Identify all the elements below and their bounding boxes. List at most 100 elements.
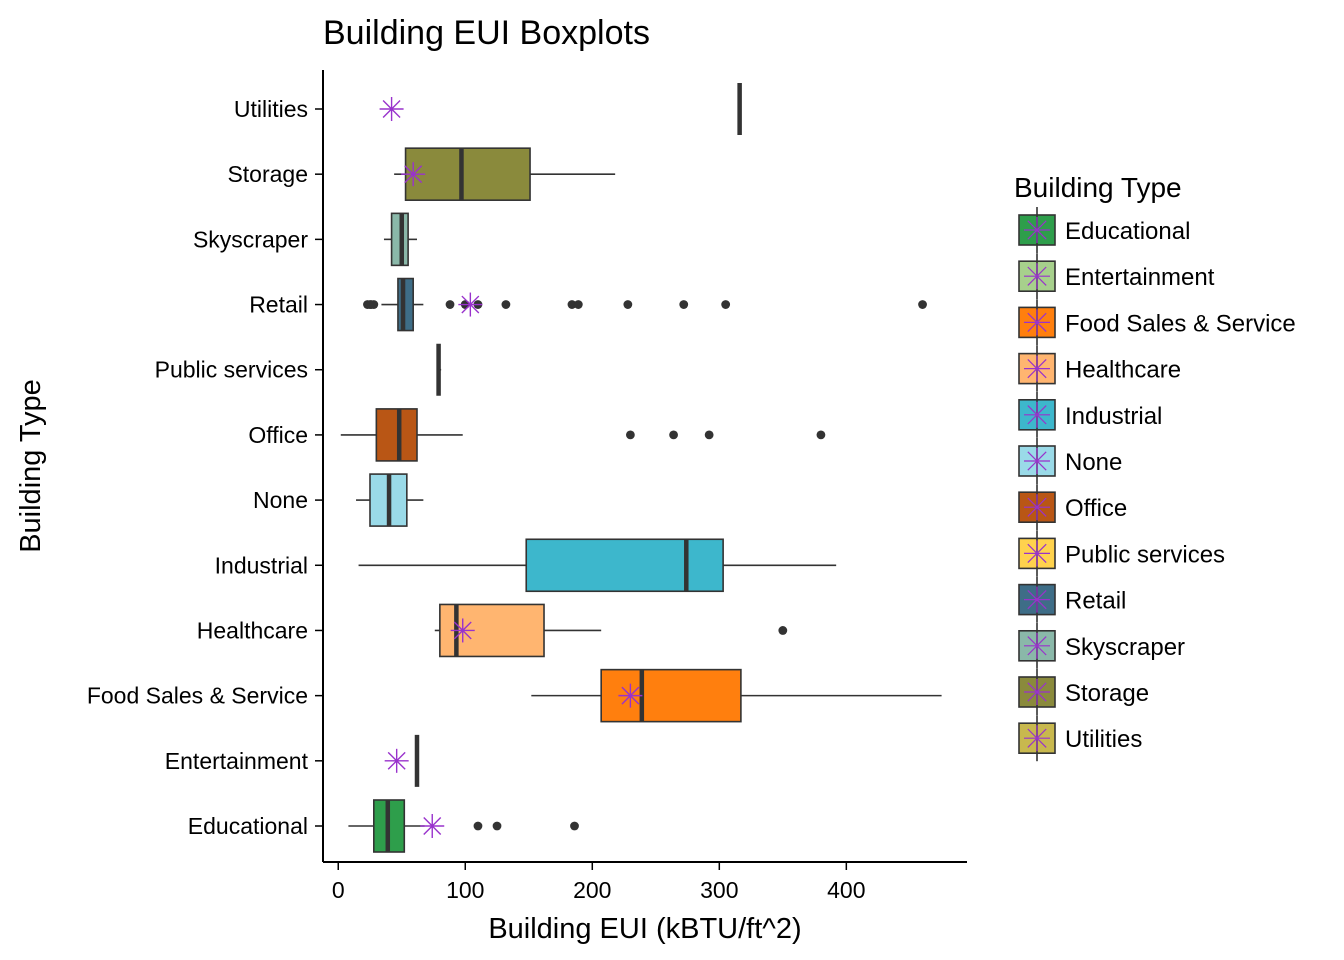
legend-mean-marker-food-sales-and-service [1024,309,1050,336]
plot-area [340,83,942,853]
y-tick-label-educational: Educational [188,813,308,839]
box-none [356,473,424,527]
legend-label-educational: Educational [1065,218,1190,245]
y-axis: Educational Entertainment Food Sales & Ser… [87,96,323,839]
legend-label-utilities: Utilities [1065,726,1142,753]
legend-label-industrial: Industrial [1065,403,1162,430]
y-tick-label-storage: Storage [227,161,308,187]
outlier-retail-9 [573,300,583,309]
legend-mean-marker-office [1024,494,1050,521]
x-axis-label: Building EUI (kBTU/ft^2) [488,913,801,945]
outlier-retail-11 [679,300,689,309]
x-tick-label-200: 200 [573,877,611,903]
legend-item-healthcare: Healthcare [1018,345,1181,392]
y-tick-label-healthcare: Healthcare [197,617,308,643]
outlier-educational-1 [492,821,502,831]
box-public-services [436,343,442,396]
legend-item-storage: Storage [1018,669,1149,715]
mean-marker-educational [420,814,445,838]
iqr-box-storage [404,147,531,201]
legend-label-healthcare: Healthcare [1065,357,1181,384]
legend-mean-marker-educational [1024,217,1050,243]
box-storage [394,147,616,201]
box-retail [363,277,927,332]
y-tick-label-public-services: Public services [155,357,308,383]
legend-label-public-services: Public services [1065,541,1225,568]
legend-mean-marker-skyscraper [1024,632,1050,659]
y-tick-label-entertainment: Entertainment [165,748,309,774]
legend-label-storage: Storage [1065,680,1149,707]
legend-item-utilities: Utilities [1018,715,1142,762]
legend-label-food-sales-and-service: Food Sales & Service [1065,310,1296,337]
legend-label-office: Office [1065,495,1127,522]
box-healthcare [434,603,788,658]
outlier-retail-8 [567,300,577,309]
outlier-healthcare-0 [778,626,788,635]
mean-marker-healthcare [450,618,475,643]
legend-mean-marker-retail [1024,586,1050,613]
y-tick-label-none: None [253,487,308,513]
legend-mean-marker-none [1024,448,1050,474]
x-tick-label-0: 0 [332,877,345,903]
legend-item-none: None [1018,438,1122,484]
y-tick-label-office: Office [248,422,308,448]
outlier-retail-13 [918,300,927,309]
outlier-retail-10 [623,300,633,309]
legend-item-entertainment: Entertainment [1018,253,1215,300]
outlier-office-3 [816,430,826,440]
legend-label-retail: Retail [1065,588,1126,615]
x-tick-label-300: 300 [700,877,738,903]
outlier-retail-12 [721,300,731,309]
outlier-retail-4 [445,300,455,309]
iqr-box-industrial [525,538,724,593]
legend-item-food-sales-and-service: Food Sales & Service [1018,299,1296,346]
box-industrial [358,538,837,593]
y-tick-label-skyscraper: Skyscraper [193,226,308,252]
iqr-box-office [375,408,418,462]
mean-marker-food-sales-and-service [618,683,643,708]
box-entertainment [384,734,420,787]
mean-marker-entertainment [384,748,409,773]
outlier-educational-0 [473,821,483,831]
box-food-sales-and-service [531,668,942,723]
x-tick-label-100: 100 [446,877,484,903]
mean-marker-storage [401,162,426,187]
outlier-educational-2 [570,821,579,831]
legend-item-retail: Retail [1018,576,1126,623]
y-tick-label-retail: Retail [249,292,308,318]
legend-label-entertainment: Entertainment [1065,264,1215,291]
legend-item-industrial: Industrial [1018,391,1162,438]
legend-label-skyscraper: Skyscraper [1065,634,1185,661]
box-office [340,408,826,462]
legend-item-skyscraper: Skyscraper [1018,622,1185,669]
legend: Building Type Educational Entertainment Fo… [1014,172,1296,762]
y-tick-label-industrial: Industrial [215,552,308,578]
legend-item-public-services: Public services [1018,530,1225,577]
box-educational [348,799,579,853]
legend-title: Building Type [1014,172,1182,203]
box-skyscraper [383,212,417,267]
outlier-office-2 [704,430,714,440]
legend-mean-marker-storage [1024,679,1050,705]
legend-item-office: Office [1018,484,1127,531]
legend-mean-marker-industrial [1024,401,1050,428]
legend-item-educational: Educational [1018,207,1190,253]
mean-marker-retail [458,292,483,317]
iqr-box-retail [397,277,414,332]
chart-title: Building EUI Boxplots [323,14,650,52]
legend-mean-marker-entertainment [1024,263,1050,290]
y-tick-label-food-sales-and-service: Food Sales & Service [87,683,308,709]
legend-mean-marker-healthcare [1024,355,1050,382]
outlier-retail-7 [501,300,511,309]
outlier-office-0 [625,430,635,440]
x-tick-label-400: 400 [827,877,865,903]
legend-mean-marker-public-services [1024,540,1050,567]
legend-mean-marker-utilities [1024,725,1050,752]
outlier-retail-3 [369,300,379,309]
y-tick-label-utilities: Utilities [234,96,308,122]
mean-marker-utilities [379,97,404,121]
legend-label-none: None [1065,449,1122,476]
outlier-office-1 [669,430,678,440]
x-axis: 0 100 200 300 400 [332,862,866,903]
